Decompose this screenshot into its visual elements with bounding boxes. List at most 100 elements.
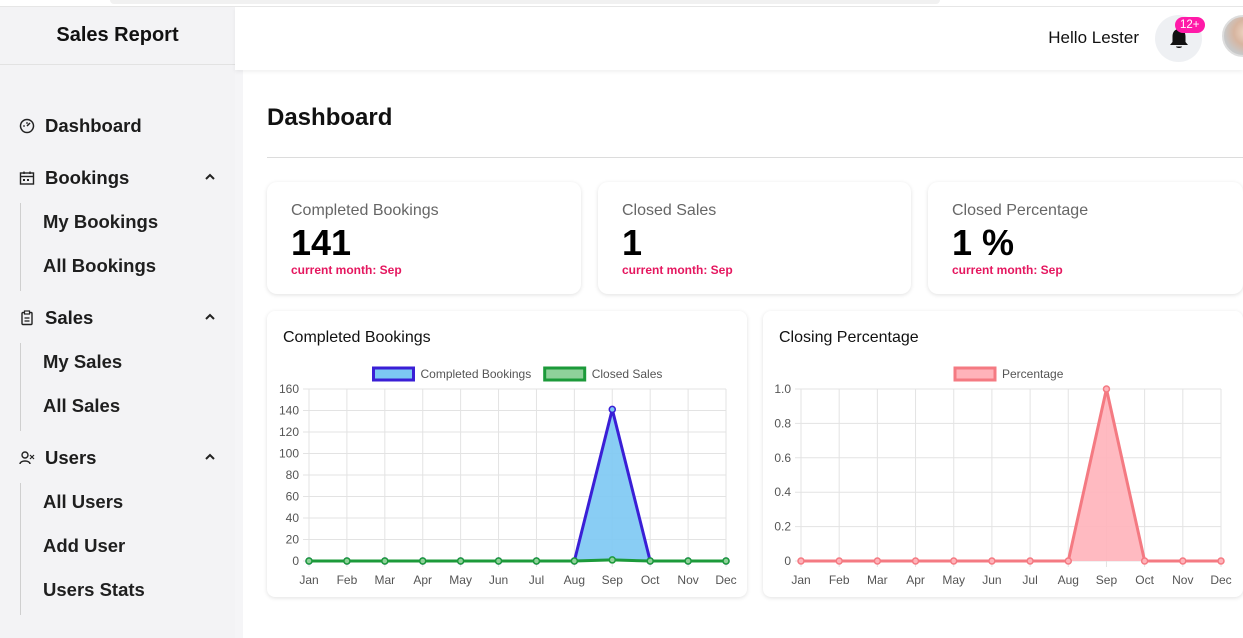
data-point	[608, 405, 617, 414]
data-point	[456, 557, 465, 565]
y-tick-label: 0	[784, 554, 791, 568]
data-point	[494, 557, 503, 565]
y-tick-label: 80	[286, 468, 300, 482]
sidebar-item-add-user[interactable]: Add User	[43, 535, 126, 556]
stat-card-closed-percentage: Closed Percentage 1 % current month: Sep	[928, 182, 1243, 294]
browser-strip	[0, 0, 1243, 7]
y-tick-label: 20	[286, 533, 300, 547]
data-point	[343, 557, 351, 565]
data-point	[949, 557, 958, 565]
title-divider	[267, 157, 1243, 158]
x-tick-label: Dec	[1210, 573, 1231, 587]
data-point	[1217, 557, 1225, 565]
chart-title: Closing Percentage	[779, 329, 919, 346]
x-tick-label: Oct	[641, 573, 660, 587]
submenu-guide	[20, 343, 21, 431]
y-tick-label: 0.8	[774, 416, 791, 430]
stat-card-completed-bookings: Completed Bookings 141 current month: Se…	[267, 182, 581, 294]
series-line	[801, 387, 1221, 563]
chevron-up-icon[interactable]	[203, 450, 217, 464]
sidebar-item-label: Bookings	[45, 167, 130, 188]
y-tick-label: 0	[292, 554, 299, 568]
main-content: Dashboard Completed Bookings 141 current…	[243, 70, 1243, 638]
series-line	[309, 558, 726, 563]
x-tick-label: Sep	[602, 573, 624, 587]
sidebar-item-all-sales[interactable]: All Sales	[43, 395, 121, 416]
chevron-up-icon[interactable]	[203, 170, 217, 184]
y-tick-label: 0.4	[774, 485, 791, 499]
x-tick-label: Nov	[677, 573, 698, 587]
legend-label: Closed Sales	[592, 367, 663, 381]
page-title: Dashboard	[267, 104, 393, 131]
x-tick-label: May	[449, 573, 472, 587]
clipboard-icon	[18, 309, 36, 327]
data-point	[381, 557, 389, 565]
data-point	[646, 557, 654, 565]
x-tick-label: Dec	[715, 573, 736, 587]
data-point	[722, 557, 730, 565]
chevron-up-icon[interactable]	[203, 310, 217, 324]
data-point	[873, 557, 882, 565]
x-tick-label: Jan	[791, 573, 810, 587]
sidebar-item-bookings[interactable]: Bookings	[18, 163, 217, 193]
x-tick-label: Sep	[1096, 573, 1118, 587]
sidebar: Sales Report Dashboard Bookings My Booki…	[0, 7, 235, 638]
sidebar-item-label: Sales	[45, 307, 94, 328]
avatar[interactable]	[1222, 15, 1243, 57]
x-tick-label: Mar	[867, 573, 888, 587]
x-tick-label: Oct	[1135, 573, 1154, 587]
stat-note: current month: Sep	[622, 263, 733, 277]
chart-panel-closing-percentage: Closing Percentage 1.0 0.8 0.6 0.4 0.2 0 Jan Fe…	[763, 311, 1243, 597]
chart-title: Completed Bookings	[283, 329, 431, 346]
x-tick-label: Apr	[906, 573, 925, 587]
data-point	[1102, 385, 1111, 393]
stat-label: Closed Sales	[622, 202, 717, 219]
stat-value: 1	[622, 222, 643, 263]
y-tick-label: 0.2	[774, 520, 791, 534]
stat-card-closed-sales: Closed Sales 1 current month: Sep	[598, 182, 911, 294]
stat-label: Closed Percentage	[952, 202, 1089, 219]
stat-value: 141	[291, 222, 352, 263]
y-tick-label: 160	[279, 382, 299, 396]
data-point	[532, 557, 541, 565]
legend-swatch	[543, 366, 587, 382]
sidebar-item-dashboard[interactable]: Dashboard	[18, 111, 217, 141]
stat-note: current month: Sep	[291, 263, 402, 277]
users-icon	[18, 449, 36, 467]
legend-swatch	[953, 366, 997, 382]
x-tick-label: Jul	[1022, 573, 1037, 587]
calendar-icon	[18, 169, 36, 187]
data-point	[570, 557, 579, 565]
data-point	[911, 557, 920, 565]
sidebar-item-users[interactable]: Users	[18, 443, 217, 473]
sidebar-item-all-users[interactable]: All Users	[43, 491, 124, 512]
x-tick-label: Jun	[982, 573, 1001, 587]
greeting-text: Hello Lester	[1048, 28, 1139, 47]
x-tick-label: Aug	[1058, 573, 1079, 587]
data-point	[835, 557, 843, 565]
data-point	[988, 557, 996, 565]
sidebar-item-my-sales[interactable]: My Sales	[43, 351, 123, 372]
submenu-guide	[20, 203, 21, 291]
series-area	[801, 389, 1221, 561]
y-tick-label: 120	[279, 425, 299, 439]
x-tick-label: Aug	[564, 573, 585, 587]
sidebar-item-sales[interactable]: Sales	[18, 303, 217, 333]
x-tick-label: Nov	[1172, 573, 1193, 587]
y-tick-label: 60	[286, 490, 300, 504]
data-point	[418, 557, 427, 565]
dashboard-icon	[18, 117, 36, 135]
data-point	[684, 557, 692, 565]
sidebar-item-users-stats[interactable]: Users Stats	[43, 579, 145, 600]
y-tick-label: 40	[286, 511, 300, 525]
sidebar-item-my-bookings[interactable]: My Bookings	[43, 211, 159, 232]
sidebar-item-all-bookings[interactable]: All Bookings	[43, 255, 157, 276]
data-point	[1140, 557, 1149, 565]
x-tick-label: May	[942, 573, 965, 587]
legend-swatch	[372, 366, 415, 382]
y-tick-label: 1.0	[774, 382, 791, 396]
chart-panel-completed-bookings: Completed Bookings 160 140 120 100 80 60 40 20 0…	[267, 311, 747, 597]
y-tick-label: 100	[279, 447, 299, 461]
